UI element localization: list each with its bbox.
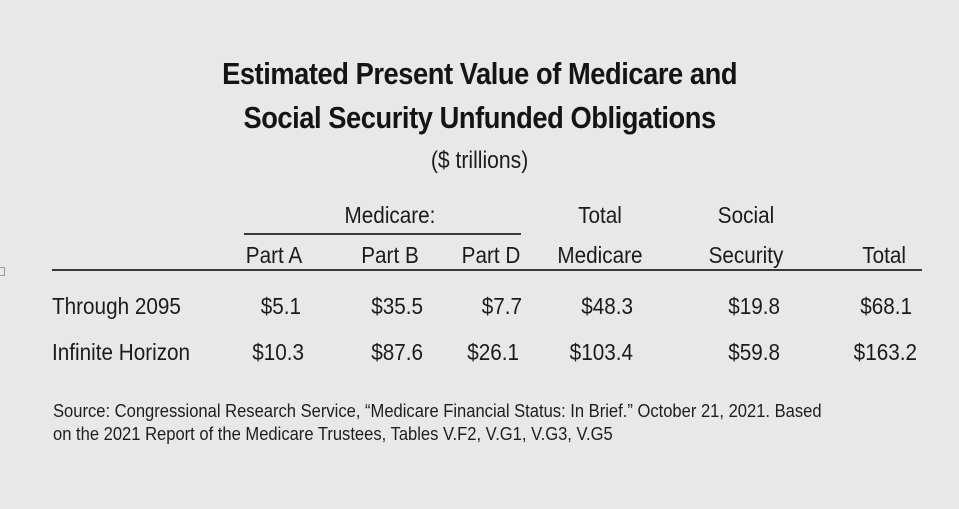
cell-total-medicare: $48.3 — [581, 293, 633, 319]
header-total-medicare-bottom: Medicare — [557, 242, 643, 268]
row-label-infinite-horizon: Infinite Horizon — [52, 339, 191, 365]
source-note-line-1: Source: Congressional Research Service, … — [53, 401, 822, 421]
row-label-through-2095: Through 2095 — [52, 293, 181, 319]
cell-part-a: $5.1 — [260, 293, 301, 319]
cell-part-b: $35.5 — [371, 293, 423, 319]
cell-part-a: $10.3 — [252, 339, 304, 365]
header-part-b: Part B — [361, 242, 419, 268]
medicare-group-header: Medicare: — [344, 202, 436, 228]
header-part-d: Part D — [461, 242, 521, 268]
header-social-security-top: Social — [717, 202, 775, 228]
cell-part-d: $7.7 — [481, 293, 522, 319]
figure-units: ($ trillions) — [430, 147, 529, 174]
source-note: Source: Congressional Research Service, … — [53, 400, 881, 446]
cell-total: $68.1 — [860, 293, 912, 319]
header-total-medicare-top: Total — [578, 202, 622, 228]
medicare-group-rule — [244, 233, 521, 235]
cell-total-medicare: $103.4 — [569, 339, 633, 365]
cell-total: $163.2 — [853, 339, 917, 365]
edge-marker — [0, 267, 5, 276]
header-total: Total — [862, 242, 906, 268]
cell-social-security: $59.8 — [728, 339, 780, 365]
cell-social-security: $19.8 — [728, 293, 780, 319]
figure-title-line-2: Social Security Unfunded Obligations — [243, 100, 716, 135]
figure-title-line-1: Estimated Present Value of Medicare and — [222, 56, 738, 91]
header-part-a: Part A — [245, 242, 303, 268]
header-rule — [52, 269, 922, 271]
source-note-line-2: on the 2021 Report of the Medicare Trust… — [53, 424, 613, 444]
cell-part-b: $87.6 — [371, 339, 423, 365]
header-social-security-bottom: Security — [708, 242, 784, 268]
cell-part-d: $26.1 — [467, 339, 519, 365]
